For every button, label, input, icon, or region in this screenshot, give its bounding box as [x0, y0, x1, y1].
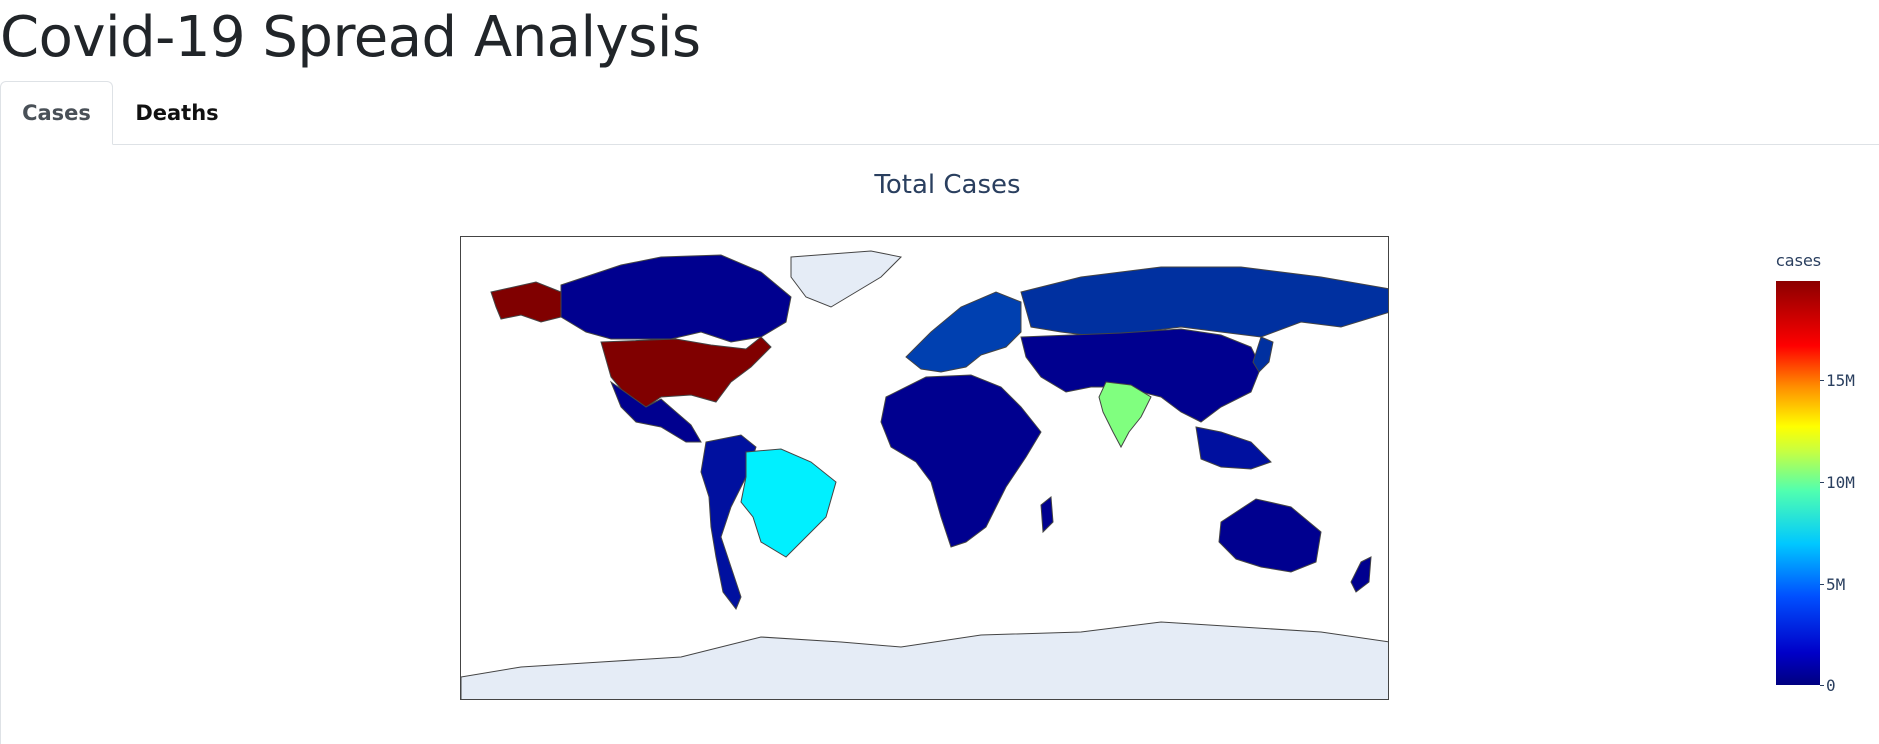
region-australia — [1218, 498, 1322, 573]
colorbar-tick-5m: 5M — [1826, 575, 1846, 594]
region-india — [1098, 381, 1152, 449]
world-map[interactable] — [460, 236, 1389, 700]
region-new-zealand — [1350, 556, 1372, 593]
colorbar-tick-10m: 10M — [1826, 473, 1855, 492]
colorbar-tick-mark — [1820, 482, 1824, 483]
region-madagascar — [1040, 496, 1054, 534]
region-russia — [1020, 266, 1388, 338]
region-greenland — [790, 250, 903, 308]
tab-cases[interactable]: Cases — [0, 81, 113, 145]
colorbar — [1776, 281, 1820, 685]
region-antarctica — [461, 621, 1388, 699]
tab-deaths[interactable]: Deaths — [135, 100, 219, 125]
colorbar-tick-mark — [1820, 584, 1824, 585]
tab-bar: Cases Deaths — [0, 81, 1879, 145]
page-title: Covid-19 Spread Analysis — [0, 5, 701, 70]
colorbar-tick-mark — [1820, 380, 1824, 381]
region-japan — [1252, 336, 1274, 373]
region-mexico — [609, 380, 702, 443]
region-brazil — [740, 448, 837, 558]
colorbar-tick-0: 0 — [1826, 676, 1836, 695]
region-alaska — [490, 281, 562, 323]
region-canada — [560, 254, 792, 343]
colorbar-tick-mark — [1820, 685, 1824, 686]
region-europe — [905, 291, 1022, 373]
region-se-asia — [1195, 426, 1272, 470]
region-asia — [1020, 328, 1262, 423]
colorbar-tick-15m: 15M — [1826, 371, 1855, 390]
chart-title: Total Cases — [874, 170, 1021, 200]
region-africa — [880, 374, 1042, 548]
tab-panel — [0, 144, 1879, 744]
colorbar-title: cases — [1776, 251, 1822, 270]
